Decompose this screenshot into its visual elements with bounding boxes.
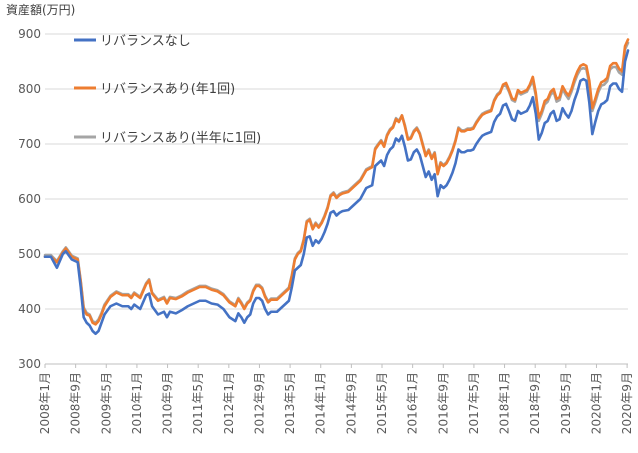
x-tick-label: 2010年1月 (130, 372, 144, 434)
y-tick-label: 800 (18, 82, 41, 96)
legend-label-3: リバランスあり(半年に1回) (100, 131, 261, 146)
x-tick-label: 2012年1月 (222, 372, 236, 434)
x-tick-label: 2014年1月 (314, 372, 328, 434)
x-tick-label: 2020年9月 (620, 372, 634, 434)
x-tick-label: 2016年9月 (436, 372, 450, 434)
legend-label-1: リバランスなし (100, 34, 191, 49)
x-tick-label: 2018年1月 (498, 372, 512, 434)
series-line-1 (43, 49, 630, 336)
series-lines (43, 38, 630, 336)
y-tick-label: 900 (18, 27, 41, 41)
y-tick-labels: 300 400 500 600 700 800 900 (18, 27, 41, 371)
x-tick-label: 2015年5月 (375, 372, 389, 434)
x-tick-label: 2009年5月 (99, 372, 113, 434)
x-tick-label: 2012年9月 (252, 372, 266, 434)
x-tick-label: 2019年5月 (559, 372, 573, 434)
gridlines (45, 33, 628, 365)
y-axis-label: 資産額(万円) (6, 2, 75, 17)
x-tick-label: 2017年5月 (467, 372, 481, 434)
y-tick-label: 400 (18, 302, 41, 316)
legend-label-2: リバランスあり(年1回) (100, 82, 235, 97)
x-tick-label: 2008年1月 (38, 372, 52, 434)
series-line-2 (43, 38, 630, 326)
x-tick-label: 2018年9月 (528, 372, 542, 434)
x-tick-label: 2020年1月 (589, 372, 603, 434)
x-tick-label: 2010年9月 (161, 372, 175, 434)
x-tick-label: 2008年9月 (69, 372, 83, 434)
y-tick-label: 500 (18, 247, 41, 261)
x-tick-labels: 2008年1月 2008年9月 2009年5月 2010年1月 2010年9月 2011年… (38, 364, 634, 434)
y-tick-label: 300 (18, 357, 41, 371)
y-tick-label: 600 (18, 192, 41, 206)
y-tick-label: 700 (18, 137, 41, 151)
x-tick-label: 2013年5月 (283, 372, 297, 434)
x-tick-label: 2016年1月 (406, 372, 420, 434)
x-tick-label: 2011年5月 (191, 372, 205, 434)
x-tick-label: 2014年9月 (344, 372, 358, 434)
